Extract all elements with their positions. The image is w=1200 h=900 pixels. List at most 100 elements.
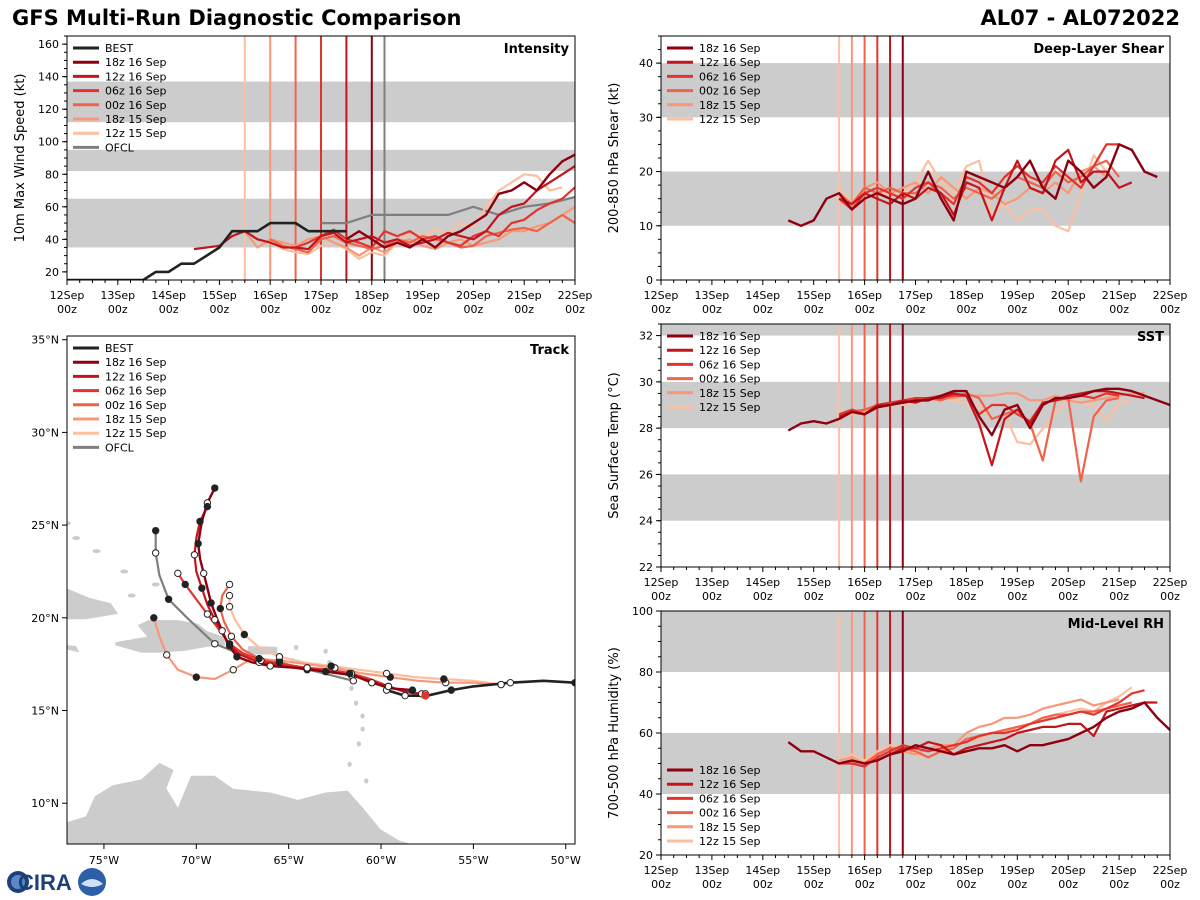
intensity-title: Intensity [504,42,570,57]
intensity-plot-area [67,36,575,280]
track-position-marker [225,640,234,648]
shear-xtick-day: 21Sep [1102,289,1137,302]
rh-band [661,733,1170,794]
rh-xtick-hour: 00z [651,878,671,891]
intensity-series-line [345,152,575,249]
track-position-marker [240,630,249,639]
shear-xtick-hour: 00z [1058,303,1078,316]
sst-legend-label: 12z 16 Sep [699,344,761,357]
sst-xtick-day: 16Sep [847,576,882,589]
track-current-position [421,691,430,700]
bahamas-island [67,521,71,526]
intensity-xtick-hour: 00z [565,303,585,316]
track-position-marker [440,675,448,683]
sst-ytick-label: 30 [639,376,653,389]
track-position-marker [174,569,182,578]
rh-series-line [787,701,1170,765]
track-xtick-label: 55°W [458,854,488,867]
sst-xtick-hour: 00z [855,590,875,603]
rh-panel: 2040608010012Sep00z13Sep00z14Sep00z15Sep… [607,605,1187,891]
track-ytick-label: 15°N [31,705,59,718]
shear-legend-label: 12z 15 Sep [699,113,761,126]
intensity-xtick-hour: 00z [413,303,433,316]
sst-title: SST [1137,330,1164,345]
rh-xtick-day: 21Sep [1102,864,1137,877]
track-position-marker [266,662,274,670]
rh-plot-area [661,611,1170,855]
intensity-legend-label: OFCL [105,141,135,154]
sst-xtick-hour: 00z [906,590,926,603]
shear-xtick-hour: 00z [906,303,926,316]
sst-ytick-label: 22 [639,561,653,574]
intensity-xtick-day: 15Sep [202,289,237,302]
sst-xtick-hour: 00z [1160,590,1180,603]
shear-ytick-label: 40 [639,57,653,70]
track-position-marker [150,614,158,622]
track-series-line [386,679,575,697]
intensity-ytick-label: 160 [38,38,59,51]
sst-legend-label: 00z 16 Sep [699,373,761,386]
track-position-marker [211,484,219,492]
shear-ytick-label: 10 [639,220,653,233]
bahamas-island [92,549,101,554]
track-position-marker [211,640,219,648]
track-position-marker [196,517,204,526]
rh-ytick-label: 100 [632,605,653,618]
rh-xtick-hour: 00z [906,878,926,891]
track-position-marker [497,680,505,689]
jamaica-land [67,644,81,654]
track-ytick-label: 10°N [31,797,59,810]
shear-legend-label: 18z 16 Sep [699,42,761,55]
sst-legend-label: 18z 16 Sep [699,330,761,343]
rh-ylabel: 700-500 hPa Humidity (%) [607,647,622,819]
track-series-line [197,487,413,692]
bahamas-island [151,582,160,587]
shear-plot-area [661,36,1170,280]
sst-xtick-day: 14Sep [745,576,780,589]
rh-ytick-label: 80 [639,666,653,679]
rh-xtick-hour: 00z [1109,878,1129,891]
track-position-marker [198,584,206,592]
intensity-series-line [243,205,575,257]
shear-ylabel: 200-850 hPa Shear (kt) [607,83,622,234]
rh-xtick-day: 14Sep [745,864,780,877]
track-series-line [228,595,502,686]
track-legend-label: OFCL [105,441,135,454]
sst-band [661,474,1170,521]
antilles-island [360,726,365,732]
track-position-marker [192,673,201,681]
track-legend-label: 18z 15 Sep [105,413,167,426]
track-position-marker [303,664,311,672]
sst-band [661,381,1170,429]
shear-xtick-day: 14Sep [745,289,780,302]
sst-legend-label: 12z 15 Sep [699,401,761,414]
shear-ytick-label: 20 [639,166,653,179]
shear-band [661,63,1170,118]
rh-xtick-day: 16Sep [847,864,882,877]
rh-ytick-label: 40 [639,788,653,801]
shear-series-line [838,148,1133,222]
sst-series-line [787,387,1170,437]
intensity-xtick-hour: 00z [464,303,484,316]
intensity-xtick-day: 22Sep [558,289,593,302]
intensity-xtick-hour: 00z [311,303,331,316]
track-xtick-label: 75°W [89,854,119,867]
track-position-marker [349,677,358,685]
sst-xtick-hour: 00z [1109,590,1129,603]
sst-panel: 22242628303212Sep00z13Sep00z14Sep00z15Se… [607,323,1187,603]
south-america-land [67,761,413,844]
shear-xtick-day: 15Sep [796,289,831,302]
rh-ytick-label: 20 [639,849,653,862]
track-position-marker [233,653,241,661]
sst-xtick-day: 21Sep [1102,576,1137,589]
intensity-ytick-label: 40 [45,233,59,246]
page-title: GFS Multi-Run Diagnostic Comparison [12,6,462,30]
storm-id-label: AL07 - AL072022 [980,6,1181,30]
bahamas-island [120,569,129,574]
intensity-series-line [295,186,575,249]
intensity-xtick-day: 20Sep [456,289,491,302]
shear-panel: 01020304012Sep00z13Sep00z14Sep00z15Sep00… [607,35,1188,316]
intensity-xtick-hour: 00z [159,303,179,316]
shear-xtick-day: 22Sep [1153,289,1188,302]
hispaniola-land [114,619,227,654]
